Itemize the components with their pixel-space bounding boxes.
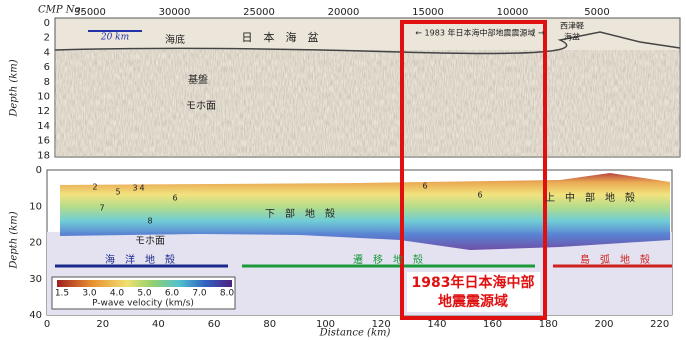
x-tick-label: 140 (427, 319, 446, 330)
x-tick-label: 200 (594, 319, 613, 330)
x-tick-label: 60 (208, 319, 221, 330)
y-axis-label: Depth (km) (9, 211, 20, 269)
y-tick-label: 0 (36, 165, 42, 176)
scale-label: 20 km (100, 33, 129, 43)
y-tick-label: 10 (29, 201, 42, 212)
y-tick-label: 30 (29, 274, 42, 285)
x-tick-label: 30000 (159, 7, 191, 18)
layer-number: 2 (92, 183, 97, 192)
x-tick-label: 220 (650, 319, 669, 330)
y-tick-label: 40 (29, 310, 42, 321)
layer-number: 7 (99, 204, 104, 213)
y-tick-label: 10 (37, 92, 50, 103)
label: 遷 移 地 殻 (353, 253, 423, 266)
x-tick-label: 5000 (584, 7, 609, 18)
label: 海底 (165, 33, 185, 46)
colorbar-tick-label: 3.0 (82, 289, 97, 299)
layer-number: 5 (115, 188, 120, 197)
y-tick-label: 8 (44, 77, 50, 88)
seismic-texture (55, 50, 680, 157)
label: ← 1983 年日本海中部地震震源域 → (415, 28, 545, 38)
layer-number: 3 (132, 184, 137, 193)
x-tick-label: 20 (96, 319, 109, 330)
colorbar-tick-label: 5.0 (137, 289, 152, 299)
label: 日 本 海 盆 (242, 30, 319, 44)
label: 基盤 (188, 73, 208, 86)
y-tick-label: 12 (37, 106, 50, 117)
label: モホ面 (135, 235, 165, 247)
y-tick-label: 16 (37, 136, 50, 147)
highlight-text: 地震震源域 (438, 293, 508, 310)
x-tick-label: 25000 (243, 7, 275, 18)
y-tick-label: 2 (44, 33, 50, 44)
y-tick-label: 6 (44, 62, 50, 73)
x-tick-label: 160 (483, 319, 502, 330)
highlight-text: 1983年日本海中部 (412, 274, 535, 291)
highlight-box (400, 20, 547, 320)
colorbar-tick-label: 6.0 (165, 289, 180, 299)
x-tick-label: 120 (372, 319, 391, 330)
colorbar-tick-label: 4.0 (110, 289, 125, 299)
colorbar-tick-label: 8.0 (220, 289, 235, 299)
y-axis-label: Depth (km) (9, 59, 20, 117)
y-tick-label: 14 (37, 121, 50, 132)
highlight-label-bg (407, 272, 540, 312)
colorbar-tick-label: 1.5 (55, 289, 69, 299)
x-axis-label: CMP No. (38, 5, 84, 16)
label: 下 部 地 殻 (265, 207, 335, 220)
label: 上 中 部 地 殻 (545, 191, 635, 204)
x-tick-label: 35000 (74, 7, 106, 18)
x-tick-label: 40 (152, 319, 165, 330)
y-tick-label: 20 (29, 238, 42, 249)
label: 西津軽 (560, 21, 584, 31)
layer-number: 6 (172, 194, 177, 203)
y-tick-label: 4 (44, 47, 50, 58)
x-tick-label: 180 (539, 319, 558, 330)
x-tick-label: 10000 (497, 7, 529, 18)
colorbar-label: P-wave velocity (km/s) (92, 299, 194, 309)
label: 海盆 (564, 32, 580, 42)
layer-number: 8 (147, 217, 152, 226)
label: 海 洋 地 殻 (105, 253, 175, 266)
x-tick-label: 80 (263, 319, 276, 330)
layer-number: 6 (422, 182, 427, 191)
x-tick-label: 20000 (328, 7, 360, 18)
x-tick-label: 15000 (412, 7, 444, 18)
x-tick-label: 0 (44, 319, 50, 330)
label: 島 弧 地 殻 (580, 253, 650, 266)
velocity-model (60, 173, 670, 250)
colorbar-tick-label: 7.0 (192, 289, 207, 299)
colorbar (57, 280, 232, 287)
label: モホ面 (186, 100, 216, 112)
layer-number: 6 (477, 191, 482, 200)
x-axis-label: Distance (km) (319, 328, 391, 339)
y-tick-label: 18 (37, 150, 50, 161)
seafloor-line (54, 31, 681, 55)
x-tick-label: 100 (316, 319, 335, 330)
y-tick-label: 0 (44, 18, 50, 29)
layer-number: 4 (139, 184, 144, 193)
